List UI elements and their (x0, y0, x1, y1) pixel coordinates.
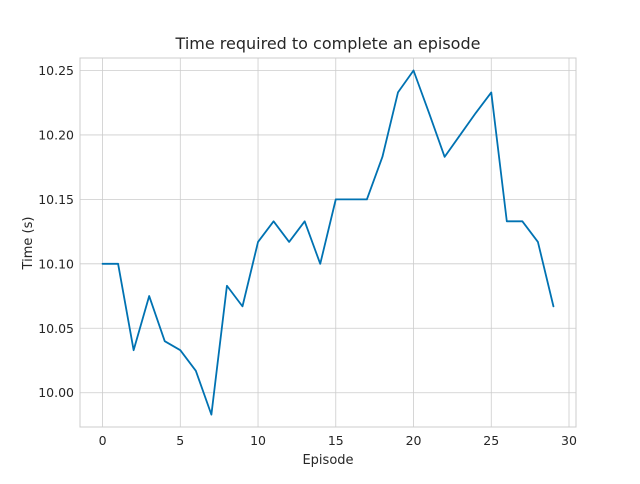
x-tick-label: 25 (483, 433, 499, 448)
data-point (179, 349, 181, 351)
data-point (443, 156, 445, 158)
data-point (366, 198, 368, 200)
data-point (412, 69, 414, 71)
y-tick-label: 10.10 (38, 256, 74, 271)
data-point (241, 305, 243, 307)
data-point (226, 285, 228, 287)
chart-title: Time required to complete an episode (175, 34, 481, 53)
data-point (506, 220, 508, 222)
series-line (101, 69, 555, 416)
series-layer (101, 69, 555, 416)
tick-label-layer: 0 5 10 15 20 25 30 10.00 10.05 10.10 10.15 10.20 10.… (38, 63, 577, 448)
data-point (272, 220, 274, 222)
plot-frame (79, 57, 577, 428)
y-tick-label: 10.05 (38, 321, 74, 336)
x-tick-label: 5 (176, 433, 184, 448)
data-point (428, 112, 430, 114)
data-point (381, 156, 383, 158)
data-point (148, 295, 150, 297)
axes-layer (79, 57, 577, 428)
data-point (319, 263, 321, 265)
data-point (350, 198, 352, 200)
y-tick-label: 10.20 (38, 127, 74, 142)
data-point (132, 349, 134, 351)
data-point (101, 263, 103, 265)
data-point (552, 305, 554, 307)
y-tick-label: 10.25 (38, 63, 74, 78)
data-point (303, 220, 305, 222)
data-point (210, 413, 212, 415)
x-axis-label: Episode (302, 453, 353, 468)
x-tick-label: 20 (406, 433, 422, 448)
plot-area (80, 58, 576, 427)
data-point (335, 198, 337, 200)
data-point (164, 340, 166, 342)
data-point (459, 134, 461, 136)
data-point (257, 241, 259, 243)
x-tick-label: 0 (99, 433, 107, 448)
x-tick-label: 10 (250, 433, 266, 448)
x-tick-label: 30 (561, 433, 577, 448)
x-tick-label: 15 (328, 433, 344, 448)
data-point (397, 91, 399, 93)
y-tick-label: 10.00 (38, 385, 74, 400)
data-point (537, 241, 539, 243)
data-point (475, 112, 477, 114)
y-tick-label: 10.15 (38, 192, 74, 207)
data-point (288, 241, 290, 243)
y-axis-label: Time (s) (21, 217, 36, 271)
data-point (521, 220, 523, 222)
data-point (117, 263, 119, 265)
data-point (195, 370, 197, 372)
data-point (490, 91, 492, 93)
